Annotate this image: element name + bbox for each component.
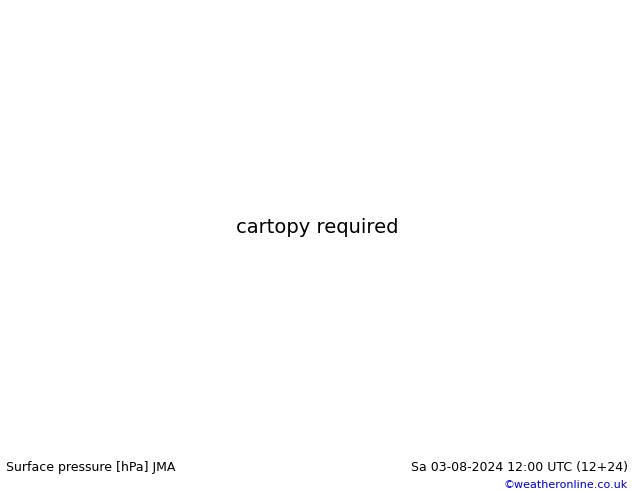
Text: Surface pressure [hPa] JMA: Surface pressure [hPa] JMA bbox=[6, 461, 176, 474]
Text: cartopy required: cartopy required bbox=[236, 219, 398, 237]
Text: Sa 03-08-2024 12:00 UTC (12+24): Sa 03-08-2024 12:00 UTC (12+24) bbox=[411, 461, 628, 474]
Text: ©weatheronline.co.uk: ©weatheronline.co.uk bbox=[503, 480, 628, 490]
